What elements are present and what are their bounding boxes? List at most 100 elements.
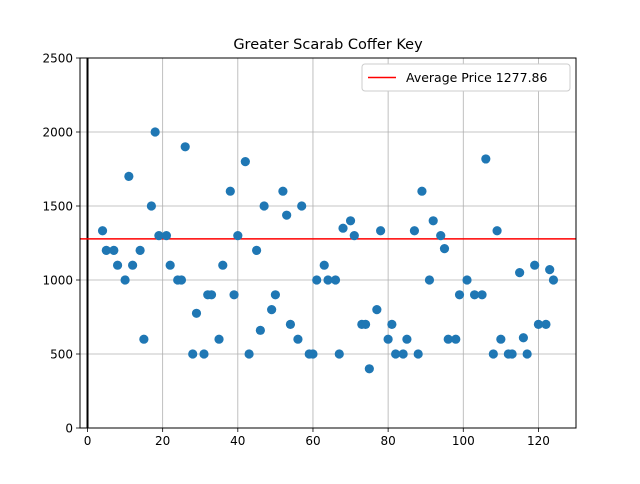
scatter-point [481, 154, 491, 164]
scatter-point [218, 260, 228, 270]
scatter-point [548, 275, 559, 285]
scatter-point [349, 231, 359, 241]
scatter-point [488, 349, 498, 359]
scatter-point [436, 231, 446, 241]
scatter-point [496, 334, 506, 344]
scatter-point [364, 364, 374, 374]
scatter-point [214, 334, 224, 344]
scatter-point [345, 216, 356, 226]
y-tick-label: 2000 [42, 126, 73, 140]
scatter-point [165, 260, 175, 270]
scatter-point [515, 268, 525, 278]
scatter-point [439, 244, 450, 254]
scatter-point [443, 334, 453, 344]
x-tick-label: 100 [452, 434, 475, 448]
scatter-point [240, 157, 250, 167]
scatter-point [109, 245, 119, 255]
x-tick-label: 60 [305, 434, 320, 448]
scatter-point [259, 201, 269, 211]
scatter-point [112, 260, 123, 270]
scatter-point [469, 290, 480, 300]
scatter-point [387, 319, 397, 329]
scatter-point [477, 290, 487, 300]
scatter-point [255, 325, 265, 335]
scatter-point [391, 349, 401, 359]
scatter-point [398, 349, 408, 359]
scatter-point [282, 210, 292, 220]
chart-title: Greater Scarab Coffer Key [233, 37, 423, 53]
x-tick-label: 80 [380, 434, 395, 448]
scatter-point [522, 349, 532, 359]
scatter-point [101, 245, 111, 255]
scatter-point [267, 305, 277, 315]
scatter-point [507, 349, 517, 359]
scatter-point [120, 275, 130, 285]
scatter-point [124, 171, 134, 181]
scatter-point [530, 260, 540, 270]
reference-lines [80, 58, 576, 428]
scatter-point [545, 265, 555, 275]
scatter-point [319, 260, 329, 270]
scatter-point [176, 275, 187, 285]
scatter-point [330, 275, 341, 285]
scatter-point [233, 231, 243, 241]
y-tick-label: 500 [50, 348, 73, 362]
x-axis-ticks: 0 20 40 60 80 100 120 [84, 428, 550, 448]
scatter-point [293, 334, 303, 344]
scatter-point [150, 127, 160, 137]
scatter-point [312, 275, 322, 285]
y-tick-label: 1000 [42, 274, 73, 288]
scatter-point [428, 216, 438, 226]
scatter-point [334, 349, 344, 359]
scatter-point [424, 275, 435, 285]
scatter-point [191, 308, 202, 318]
scatter-point [297, 201, 307, 211]
scatter-point [308, 349, 318, 359]
scatter-point [518, 333, 528, 343]
x-tick-label: 120 [527, 434, 550, 448]
scatter-point [541, 319, 551, 329]
legend: Average Price 1277.86 [361, 63, 571, 92]
scatter-point [206, 290, 217, 300]
scatter-point [199, 349, 209, 359]
scatter-point [188, 349, 198, 359]
scatter-point [278, 186, 288, 196]
scatter-point [135, 245, 145, 255]
scatter-point [244, 349, 254, 359]
y-tick-label: 2500 [42, 52, 73, 66]
scatter-point [154, 231, 164, 241]
scatter-point [225, 186, 235, 196]
scatter-point [454, 290, 465, 300]
y-tick-label: 0 [65, 422, 73, 436]
scatter-point [409, 226, 420, 236]
scatter-point [413, 349, 423, 359]
scatter-point [451, 334, 461, 344]
scatter-point [139, 334, 149, 344]
legend-box [361, 63, 571, 92]
scatter-point [360, 319, 371, 329]
scatter-point [229, 290, 239, 300]
legend-label: Average Price 1277.86 [406, 70, 548, 85]
scatter-point [462, 275, 472, 285]
x-tick-label: 20 [155, 434, 170, 448]
scatter-point [323, 275, 333, 285]
scatter-point [417, 186, 427, 196]
scatter-point [128, 260, 138, 270]
scatter-point [146, 201, 156, 211]
scatter-point [97, 226, 108, 236]
scatter-point [383, 334, 393, 344]
scatter-points [97, 127, 559, 374]
scatter-point [161, 231, 172, 241]
scatter-point [285, 319, 296, 329]
y-tick-label: 1500 [42, 200, 73, 214]
scatter-point [180, 142, 190, 152]
scatter-point [376, 226, 386, 236]
x-tick-label: 0 [84, 434, 92, 448]
y-axis-ticks: 0 500 1000 1500 2000 2500 [42, 52, 80, 436]
plot-frame [79, 57, 577, 429]
scatter-point [402, 334, 412, 344]
scatter-point [372, 305, 382, 315]
scatter-point [338, 223, 348, 233]
